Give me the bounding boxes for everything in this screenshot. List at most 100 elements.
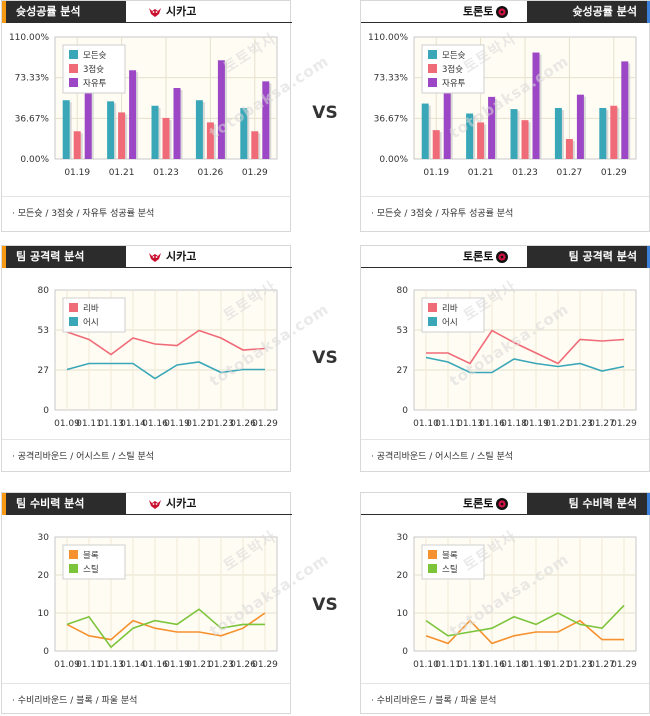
bar — [554, 107, 562, 159]
team-name: 시카고 — [166, 250, 197, 263]
bulls-logo-icon — [149, 253, 161, 262]
accent-bar — [2, 246, 6, 268]
bar — [118, 112, 126, 159]
x-tick-label: 01.14 — [120, 419, 146, 429]
bar — [477, 122, 485, 159]
chart-svg: 302010001.0901.1101.1301.1401.1601.1901.… — [38, 533, 279, 670]
bar — [129, 70, 137, 159]
legend-label: 모든슛 — [83, 51, 107, 61]
footer-text: 모든슛 / 3점슛 / 자유투 성공률 분석 — [17, 209, 155, 219]
defense-chart-left: 30 20 10 0 01.09 01.11 01.13 01.14 01.16 01.19 01.… — [7, 529, 285, 679]
footer-text: 수비리바운드 / 블록 / 파울 분석 — [376, 696, 497, 706]
y-tick-label: 10 — [38, 609, 50, 619]
legend-swatch — [69, 564, 78, 573]
legend-swatch — [428, 50, 437, 59]
x-tick-label: 01.11 — [435, 419, 461, 429]
bar — [73, 131, 81, 159]
accent-bar — [647, 1, 650, 23]
raptors-logo-icon — [496, 498, 508, 510]
panel-header: 토론토 팀 수비력 분석 — [361, 493, 650, 515]
defense-chart-right: 30 20 10 0 01.10 01.11 01.13 01.16 01.18 01.19 01.… — [366, 529, 644, 679]
legend-swatch — [69, 303, 78, 312]
x-tick-label: 01.10 — [413, 660, 439, 670]
x-tick-label: 01.13 — [457, 660, 483, 670]
y-tick-label: 53 — [397, 326, 408, 336]
x-tick-label: 01.18 — [501, 660, 527, 670]
panel-header: 토론토 슛성공률 분석 — [361, 1, 650, 23]
raptors-logo-icon — [496, 6, 508, 18]
panel-footer: · 모든슛 / 3점슛 / 자유투 성공률 분석 — [361, 196, 649, 230]
legend-swatch — [69, 317, 78, 326]
panel-footer: · 수비리바운드 / 블록 / 파울 분석 — [2, 683, 290, 716]
y-tick-label: 0.00% — [379, 155, 408, 165]
accent-bar — [647, 493, 650, 515]
y-tick-label: 27 — [397, 366, 408, 376]
x-tick-label: 01.16 — [479, 419, 505, 429]
x-tick-label: 01.19 — [164, 660, 190, 670]
y-tick-label: 30 — [397, 533, 409, 543]
x-tick-label: 01.11 — [76, 660, 102, 670]
series-line — [66, 361, 265, 380]
x-tick-label: 01.29 — [252, 419, 278, 429]
legend-label: 스틸 — [83, 565, 99, 575]
bar — [521, 120, 529, 159]
x-tick-label: 01.19 — [523, 660, 549, 670]
bar — [565, 139, 573, 159]
legend-swatch — [69, 64, 78, 73]
bar — [84, 64, 92, 159]
legend-label: 자유투 — [442, 79, 466, 89]
x-tick-label: 01.10 — [413, 419, 439, 429]
legend-swatch — [428, 78, 437, 87]
panel-header: 슛성공률 분석 시카고 — [2, 1, 292, 23]
legend-label: 3점슛 — [83, 64, 104, 75]
x-tick-label: 01.29 — [611, 419, 637, 429]
legend-label: 어시 — [442, 317, 458, 328]
y-tick-label: 73.33% — [374, 74, 409, 84]
offense-panel-left: 팀 공격력 분석 시카고 80 53 27 0 01.09 01.11 01.13 01.14… — [1, 245, 292, 472]
accent-bar — [2, 493, 6, 515]
y-tick-label: 0 — [43, 647, 49, 657]
shooting-chart-right: 110.00% 73.33% 36.67% 0.00% 01.19 01.21 01.23 0… — [366, 29, 644, 187]
bar — [576, 94, 584, 159]
bulls-logo-icon — [149, 500, 161, 509]
y-tick-label: 0 — [402, 406, 408, 416]
x-tick-label: 01.16 — [479, 660, 505, 670]
x-tick-label: 01.27 — [589, 660, 615, 670]
series-line — [66, 608, 265, 649]
footer-text: 공격리바운드 / 어시스트 / 스틸 분석 — [376, 452, 514, 462]
legend-swatch — [428, 564, 437, 573]
bar — [62, 100, 70, 159]
series-line — [426, 329, 625, 365]
x-tick-label: 01.23 — [512, 168, 538, 178]
y-tick-label: 110.00% — [9, 33, 49, 43]
chart-svg: 110.00% 73.33% 36.67% 0.00% 01.19 01.21 01.23 0… — [9, 33, 278, 178]
shooting-panel-right: 토론토 슛성공률 분석 110.00% 73.33% 36.67% 0.00% 01.1… — [360, 0, 650, 232]
legend-swatch — [69, 50, 78, 59]
offense-panel-right: 토론토 팀 공격력 분석 80 53 27 0 01.10 01.11 01.13 01.16… — [360, 245, 650, 472]
x-tick-label: 01.19 — [423, 168, 449, 178]
accent-bar — [647, 246, 650, 268]
y-tick-label: 20 — [397, 571, 409, 581]
legend-swatch — [428, 550, 437, 559]
panel-header: 토론토 팀 공격력 분석 — [361, 246, 650, 268]
x-tick-label: 01.23 — [567, 660, 593, 670]
y-tick-label: 80 — [38, 286, 50, 296]
vs-label: VS — [312, 103, 338, 123]
x-tick-label: 01.23 — [153, 168, 179, 178]
bar — [443, 63, 451, 160]
y-tick-label: 110.00% — [368, 33, 408, 43]
x-tick-label: 01.14 — [120, 660, 146, 670]
series-line — [66, 612, 266, 641]
section-title: 팀 수비력 분석 — [527, 493, 647, 515]
chart-svg: 302010001.1001.1101.1301.1601.1801.1901.… — [397, 533, 638, 670]
x-tick-label: 01.23 — [567, 419, 593, 429]
defense-panel-right: 토론토 팀 수비력 분석 30 20 10 0 01.10 01.11 01.13 01.16… — [360, 492, 650, 714]
x-tick-label: 01.21 — [186, 419, 212, 429]
y-tick-label: 30 — [38, 533, 50, 543]
section-title: 팀 공격력 분석 — [527, 246, 647, 268]
series-line — [66, 329, 266, 356]
